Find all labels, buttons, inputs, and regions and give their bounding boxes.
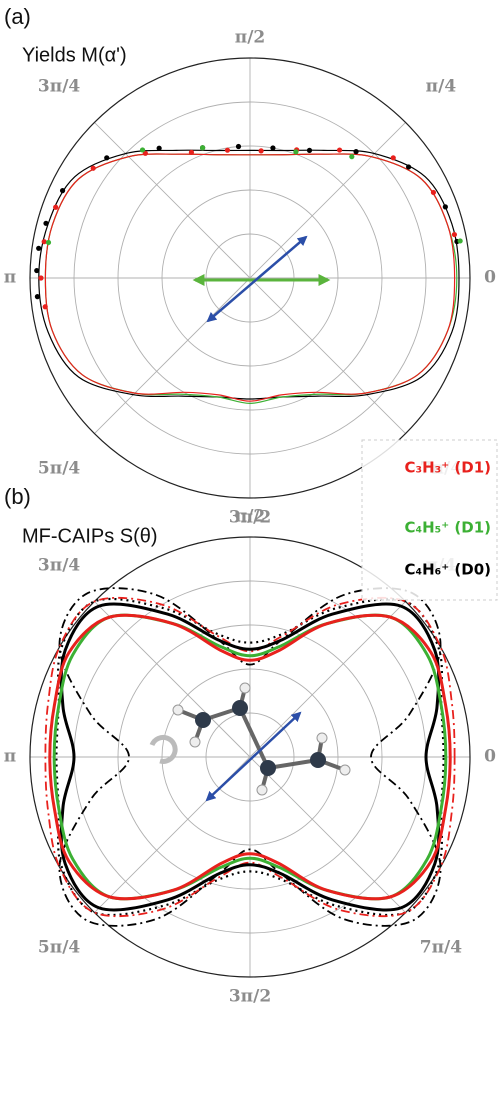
data-point bbox=[140, 147, 145, 152]
data-point bbox=[43, 304, 48, 309]
data-point bbox=[270, 145, 275, 150]
angle-grid-line bbox=[250, 278, 406, 434]
data-point bbox=[349, 154, 354, 159]
angle-grid-line bbox=[94, 122, 250, 278]
angle-tick-label: π/2 bbox=[235, 507, 265, 527]
data-point bbox=[38, 275, 43, 280]
data-point bbox=[458, 238, 463, 243]
panel-label: (b) bbox=[4, 484, 31, 509]
data-point bbox=[406, 164, 411, 169]
angle-tick-label: π/2 bbox=[235, 28, 265, 48]
angle-tick-label: 5π/4 bbox=[38, 937, 80, 957]
data-point bbox=[337, 147, 342, 152]
data-point bbox=[43, 221, 48, 226]
data-point bbox=[34, 268, 39, 273]
angle-tick-label: 0 bbox=[484, 268, 496, 288]
data-point bbox=[431, 190, 436, 195]
chart-title: MF-CAIPs S(θ) bbox=[22, 525, 158, 547]
molecule bbox=[152, 683, 350, 795]
data-point bbox=[35, 294, 40, 299]
angle-tick-label: 3π/4 bbox=[38, 77, 80, 97]
data-point bbox=[225, 148, 230, 153]
angle-tick-label: 3π/2 bbox=[229, 987, 271, 1007]
panel-label: (a) bbox=[4, 4, 31, 29]
angle-tick-label: π/4 bbox=[426, 77, 457, 97]
data-point bbox=[452, 232, 457, 237]
legend-label: C₄H₆⁺ (D0) bbox=[405, 561, 491, 579]
data-point bbox=[391, 155, 396, 160]
data-point bbox=[104, 155, 109, 160]
data-point bbox=[53, 205, 58, 210]
data-point bbox=[307, 148, 312, 153]
data-point bbox=[443, 204, 448, 209]
angle-tick-label: π bbox=[4, 747, 16, 767]
angle-tick-label: 7π/4 bbox=[420, 937, 462, 957]
series-line bbox=[39, 150, 459, 399]
data-point bbox=[189, 150, 194, 155]
data-point bbox=[293, 149, 298, 154]
angle-tick-label: 5π/4 bbox=[38, 458, 80, 478]
data-point bbox=[236, 144, 241, 149]
figure: (a) Yields M(α') 0 π/4 π/2 3π/4 π 5π/4 3π/2 7π/4 (… bbox=[0, 0, 500, 1111]
data-point bbox=[353, 149, 358, 154]
angle-tick-label: π bbox=[4, 268, 16, 288]
legend-label: C₄H₅⁺ (D1) bbox=[405, 519, 491, 537]
data-point bbox=[200, 145, 205, 150]
data-point bbox=[46, 240, 51, 245]
angle-grid-line bbox=[94, 278, 250, 434]
data-point bbox=[259, 148, 264, 153]
chart-title: Yields M(α') bbox=[22, 44, 127, 66]
angle-tick-label: 0 bbox=[484, 747, 496, 767]
data-point bbox=[91, 166, 96, 171]
molecular-axis-arrow bbox=[207, 713, 300, 800]
data-point bbox=[60, 188, 65, 193]
legend-label: C₃H₃⁺ (D1) bbox=[405, 459, 491, 477]
angle-tick-label: 3π/4 bbox=[38, 556, 80, 576]
data-point bbox=[42, 239, 47, 244]
data-point bbox=[36, 246, 41, 251]
data-point bbox=[157, 146, 162, 151]
